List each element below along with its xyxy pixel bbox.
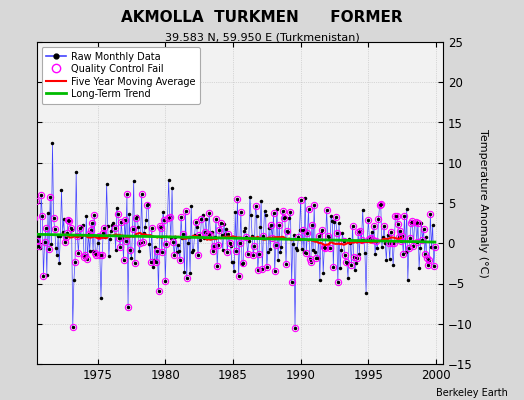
Legend: Raw Monthly Data, Quality Control Fail, Five Year Moving Average, Long-Term Tren: Raw Monthly Data, Quality Control Fail, … <box>41 47 200 104</box>
Text: 39.583 N, 59.950 E (Turkmenistan): 39.583 N, 59.950 E (Turkmenistan) <box>165 32 359 42</box>
Text: Berkeley Earth: Berkeley Earth <box>436 388 508 398</box>
Text: AKMOLLA  TURKMEN      FORMER: AKMOLLA TURKMEN FORMER <box>121 10 403 25</box>
Y-axis label: Temperature Anomaly (°C): Temperature Anomaly (°C) <box>478 129 488 277</box>
